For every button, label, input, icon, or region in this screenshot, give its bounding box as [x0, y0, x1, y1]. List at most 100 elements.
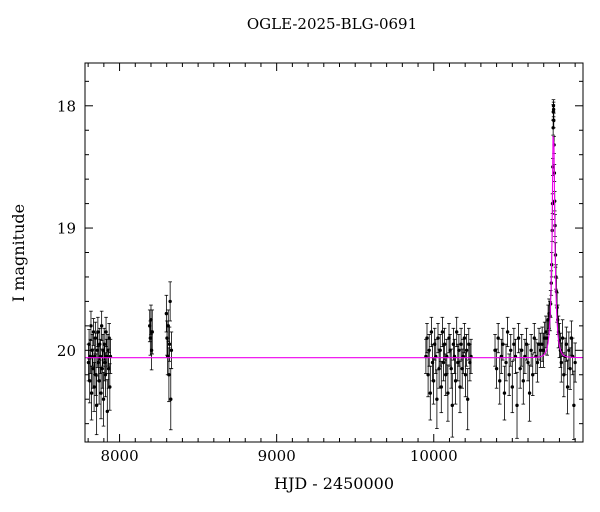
- data-point: [439, 360, 444, 414]
- data-point: [494, 348, 499, 389]
- y-tick-label: 20: [57, 342, 76, 360]
- data-points-layer: [86, 99, 577, 442]
- point-marker: [465, 397, 470, 401]
- x-axis-label: HJD - 2450000: [274, 474, 394, 493]
- data-point: [87, 358, 92, 404]
- point-marker: [427, 348, 431, 353]
- point-marker: [426, 373, 430, 377]
- point-marker: [435, 397, 439, 401]
- point-marker: [567, 348, 571, 353]
- data-point: [568, 347, 572, 390]
- point-marker: [463, 373, 468, 377]
- data-point: [94, 375, 99, 436]
- point-marker: [535, 360, 540, 365]
- data-point: [150, 309, 155, 355]
- point-marker: [502, 391, 507, 395]
- point-marker: [568, 366, 572, 371]
- point-marker: [505, 330, 510, 334]
- data-point: [428, 365, 433, 421]
- point-marker: [516, 336, 521, 340]
- data-point: [507, 353, 511, 396]
- point-marker: [439, 385, 443, 389]
- point-marker: [100, 366, 104, 371]
- data-point: [572, 370, 576, 440]
- point-marker: [498, 379, 502, 383]
- point-marker: [149, 348, 154, 353]
- point-marker: [572, 403, 576, 408]
- point-marker: [464, 348, 469, 353]
- point-marker: [150, 330, 154, 334]
- point-marker: [441, 360, 446, 365]
- point-marker: [453, 379, 458, 383]
- point-marker: [560, 336, 565, 340]
- data-point: [164, 294, 169, 333]
- point-marker: [103, 360, 107, 365]
- data-point: [530, 353, 535, 396]
- data-point: [542, 321, 547, 355]
- point-marker: [87, 342, 91, 346]
- point-marker: [149, 318, 153, 322]
- data-point: [508, 334, 513, 367]
- point-marker: [96, 330, 100, 334]
- data-point: [96, 316, 100, 348]
- point-marker: [89, 324, 93, 328]
- point-marker: [437, 366, 441, 371]
- data-point: [518, 348, 522, 389]
- point-marker: [512, 342, 516, 346]
- data-point: [465, 368, 470, 431]
- point-marker: [494, 366, 499, 371]
- data-point: [512, 327, 516, 361]
- data-point: [429, 316, 434, 348]
- data-point: [535, 342, 540, 383]
- point-marker: [450, 403, 454, 408]
- data-point: [168, 368, 173, 431]
- point-marker: [106, 366, 111, 371]
- data-point: [91, 348, 95, 389]
- point-marker: [97, 379, 101, 383]
- data-point: [519, 334, 524, 367]
- data-point: [435, 369, 439, 429]
- point-marker: [438, 348, 442, 353]
- point-marker: [436, 336, 440, 340]
- point-marker: [429, 330, 434, 334]
- point-marker: [99, 324, 104, 328]
- point-marker: [446, 391, 450, 395]
- point-marker: [148, 336, 153, 340]
- point-marker: [169, 397, 173, 401]
- data-point: [505, 316, 510, 348]
- point-marker: [531, 373, 535, 377]
- point-marker: [496, 336, 500, 340]
- point-marker: [565, 385, 570, 389]
- point-marker: [544, 330, 548, 334]
- point-marker: [515, 403, 519, 408]
- data-point: [501, 327, 505, 361]
- point-marker: [454, 330, 459, 334]
- point-marker: [428, 391, 433, 395]
- data-point: [515, 371, 519, 439]
- data-point: [496, 323, 500, 354]
- point-marker: [510, 385, 515, 389]
- data-point: [441, 343, 446, 382]
- data-point: [454, 316, 459, 348]
- data-point: [551, 112, 556, 129]
- point-marker: [527, 391, 532, 395]
- point-marker: [167, 342, 172, 346]
- data-point: [459, 327, 463, 361]
- point-marker: [501, 342, 505, 346]
- point-marker: [425, 336, 429, 340]
- data-point: [168, 281, 172, 322]
- point-marker: [542, 336, 547, 340]
- y-axis-label: I magnitude: [9, 204, 28, 302]
- point-marker: [537, 342, 541, 346]
- data-point: [510, 360, 515, 414]
- data-point: [538, 332, 543, 368]
- plot-frame: [84, 62, 584, 443]
- data-point: [440, 316, 445, 348]
- point-marker: [440, 330, 445, 334]
- point-marker: [95, 348, 99, 353]
- point-marker: [462, 336, 467, 340]
- data-point: [537, 327, 541, 361]
- x-tick-label: 10000: [410, 447, 458, 465]
